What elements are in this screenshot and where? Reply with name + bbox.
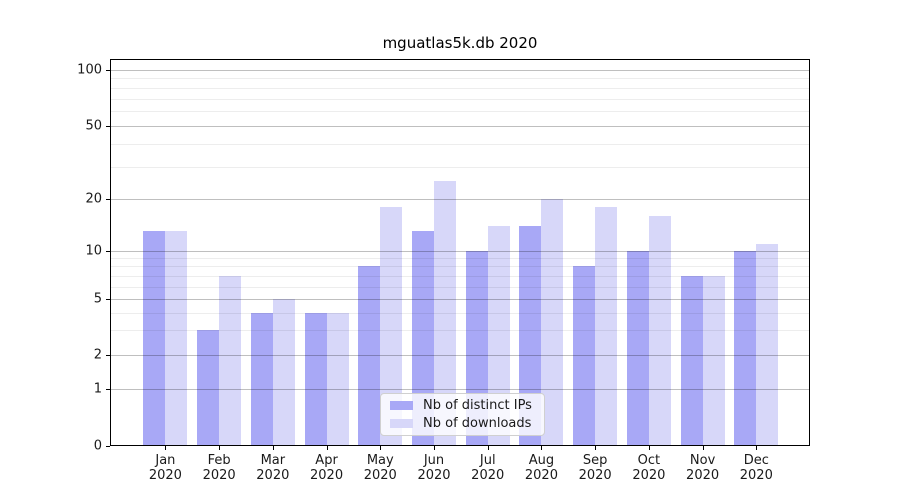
x-tick-mark-apr: [326, 445, 328, 450]
gridline-40: [110, 143, 810, 145]
gridline-9: [110, 258, 810, 260]
x-tick-mark-nov: [702, 445, 704, 450]
gridline-1: [110, 389, 810, 391]
y-tick-mark-2: [106, 355, 110, 356]
bar-distinct-ips-oct: [626, 250, 649, 446]
gridline-3: [110, 330, 810, 332]
bar-downloads-jun: [434, 181, 456, 446]
bar-downloads-nov: [702, 275, 725, 446]
y-tick-mark-0: [106, 445, 110, 447]
bar-downloads-jul: [487, 225, 510, 446]
bar-downloads-mar: [272, 299, 295, 446]
gridline-10: [110, 250, 810, 252]
legend-label-downloads: Nb of downloads: [423, 416, 532, 431]
x-tick-mark-jun: [434, 445, 435, 450]
bar-distinct-ips-dec: [734, 250, 757, 446]
legend-label-distinct-ips: Nb of distinct IPs: [423, 398, 532, 413]
y-tick-mark-5: [106, 299, 110, 301]
y-tick-label-100: 100: [77, 62, 102, 78]
x-tick-label-sep: Sep 2020: [578, 452, 612, 483]
gridline-4: [110, 312, 810, 314]
bar-distinct-ips-aug: [519, 225, 542, 446]
bar-downloads-aug: [541, 199, 564, 446]
gridline-6: [110, 286, 810, 288]
chart-title: mguatlas5k.db 2020: [382, 34, 538, 52]
gridline-7: [110, 275, 810, 277]
bar-distinct-ips-may: [358, 266, 381, 446]
x-tick-mark-aug: [541, 445, 543, 450]
bar-distinct-ips-mar: [250, 312, 273, 446]
y-tick-label-1: 1: [93, 381, 102, 397]
x-tick-mark-oct: [648, 445, 650, 450]
gridline-100: [110, 70, 810, 71]
bar-distinct-ips-feb: [197, 330, 220, 446]
bar-distinct-ips-apr: [304, 312, 327, 446]
legend-item-downloads: Nb of downloads: [381, 416, 544, 431]
gridline-60: [110, 111, 810, 113]
x-tick-label-jul: Jul 2020: [471, 452, 505, 483]
x-tick-mark-dec: [756, 445, 758, 450]
x-tick-label-oct: Oct 2020: [632, 452, 666, 483]
legend-swatch-distinct-ips: [390, 401, 413, 410]
bar-distinct-ips-sep: [573, 266, 596, 446]
x-tick-mark-jul: [487, 445, 489, 450]
bar-downloads-apr: [326, 312, 349, 446]
x-tick-label-jun: Jun 2020: [417, 452, 451, 483]
bar-downloads-jan: [165, 231, 188, 446]
gridline-8: [110, 266, 810, 268]
bar-downloads-feb: [219, 275, 242, 446]
bar-downloads-sep: [595, 206, 618, 446]
x-tick-label-aug: Aug 2020: [524, 452, 558, 483]
y-tick-mark-50: [106, 125, 110, 127]
gridline-20: [110, 199, 810, 200]
x-tick-label-jan: Jan 2020: [148, 452, 182, 483]
bar-downloads-may: [380, 206, 403, 446]
bar-downloads-oct: [648, 215, 671, 446]
bar-distinct-ips-nov: [680, 275, 703, 446]
x-tick-label-dec: Dec 2020: [739, 452, 773, 483]
y-tick-label-50: 50: [85, 118, 102, 134]
legend-swatch-downloads: [390, 419, 413, 428]
x-tick-mark-mar: [272, 445, 274, 450]
x-tick-label-apr: Apr 2020: [310, 452, 344, 483]
y-tick-label-20: 20: [85, 191, 102, 207]
y-tick-label-0: 0: [93, 438, 102, 453]
x-tick-label-nov: Nov 2020: [686, 452, 720, 483]
y-tick-label-2: 2: [93, 347, 102, 363]
y-tick-mark-1: [106, 389, 110, 391]
plot-area: [110, 59, 810, 446]
gridline-2: [110, 355, 810, 356]
gridline-30: [110, 166, 810, 168]
legend: Nb of distinct IPs Nb of downloads: [380, 393, 545, 436]
x-tick-label-feb: Feb 2020: [202, 452, 236, 483]
gridline-50: [110, 125, 810, 127]
gridline-80: [110, 87, 810, 89]
gridline-5: [110, 299, 810, 301]
x-tick-mark-jan: [165, 445, 167, 450]
bar-distinct-ips-jan: [143, 231, 166, 446]
x-tick-label-mar: Mar 2020: [256, 452, 290, 483]
y-tick-label-5: 5: [93, 291, 102, 307]
x-tick-mark-may: [380, 445, 382, 450]
y-tick-mark-100: [106, 70, 110, 71]
x-tick-mark-feb: [219, 445, 221, 450]
gridline-90: [110, 78, 810, 80]
x-tick-mark-sep: [595, 445, 597, 450]
y-tick-mark-10: [106, 250, 110, 252]
y-tick-mark-20: [106, 199, 110, 200]
bar-downloads-dec: [756, 243, 779, 446]
x-tick-label-may: May 2020: [363, 452, 397, 483]
y-tick-label-10: 10: [85, 243, 102, 259]
legend-item-distinct-ips: Nb of distinct IPs: [381, 398, 544, 413]
bar-distinct-ips-jun: [412, 231, 434, 446]
gridline-70: [110, 98, 810, 100]
